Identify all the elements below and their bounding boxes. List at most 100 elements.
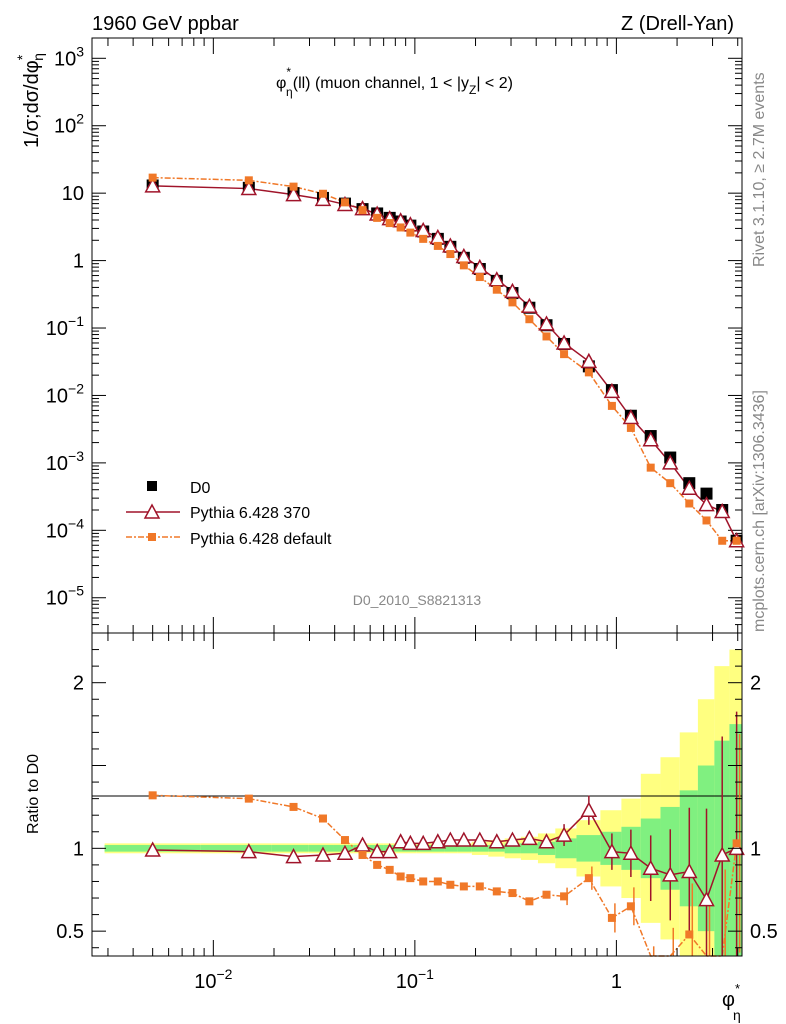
main-ytick-label-part-0: 10 [46, 588, 68, 610]
ratio-point-default [358, 850, 367, 859]
main-point-default [584, 368, 593, 377]
ratio-point-pythia370 [240, 843, 258, 859]
ratio-band-green [504, 843, 521, 854]
ratio-point-pythia370 [455, 831, 473, 847]
ratio-xtick-label-part-0: 1 [611, 971, 622, 993]
ratio-band-green [555, 838, 577, 859]
legend-d0: D0 [147, 480, 211, 497]
ratio-xtick-label-part-1: −2 [216, 966, 232, 982]
legend-default-label: Pythia 6.428 default [190, 531, 332, 548]
main-ylabel: 1/σ;dσ/dφ*η [14, 53, 46, 148]
main-point-default [385, 219, 394, 228]
main-ytick-label-part-1: −1 [68, 313, 84, 329]
main-point-default [492, 285, 501, 294]
legend-default: Pythia 6.428 default [126, 531, 332, 548]
ratio-ytick-label-right: 1 [750, 838, 761, 860]
ratio-point-default [584, 874, 593, 883]
main-point-default [542, 332, 551, 341]
main-ytick-label-part-1: −3 [68, 448, 84, 464]
main-series [144, 173, 745, 548]
main-point-pythia370 [681, 479, 698, 496]
ratio-point-pythia370 [713, 846, 731, 862]
ratio-point-default [419, 877, 428, 886]
main-point-pythia370 [521, 297, 538, 314]
main-ytick-label: 10 [62, 183, 84, 205]
main-point-default [666, 479, 675, 488]
main-ytick-label-part-0: 10 [46, 318, 68, 340]
main-ytick-label-part-0: 1 [73, 251, 84, 273]
main-ytick-label: 10−3 [46, 448, 84, 475]
ratio-point-pythia370 [442, 831, 459, 847]
ratio-point-default [685, 930, 694, 939]
legend-d0-label: D0 [190, 480, 211, 497]
main-ytick-label-part-0: 10 [54, 48, 76, 70]
ratio-point-pythia370 [414, 834, 432, 851]
ratio-ytick-label-left: 1 [73, 838, 84, 860]
legend-pythia370-label: Pythia 6.428 370 [190, 505, 310, 522]
ratio-point-default [525, 897, 534, 906]
ratio-point-default [732, 839, 741, 848]
main-point-pythia370 [661, 454, 679, 470]
main-point-default [419, 234, 428, 243]
main-point-pythia370 [580, 352, 598, 369]
main-x-ticks [107, 38, 739, 633]
ratio-bands [104, 649, 742, 956]
title-star: * [286, 65, 291, 79]
legend-default-marker [148, 533, 156, 541]
analysis-label: D0_2010_S8821313 [353, 592, 482, 608]
main-ytick-label-part-0: 10 [46, 520, 68, 542]
ylabel-star: * [14, 54, 30, 60]
main-line-default [152, 176, 737, 542]
ratio-ytick-label-right: 2 [750, 673, 761, 695]
ratio-y-ticks: 0.5 0.5 1 1 2 2 [56, 649, 778, 949]
ratio-point-default [475, 882, 484, 891]
main-point-default [373, 213, 382, 222]
ratio-xtick-label-part-0: 10 [396, 971, 418, 993]
ratio-point-default [385, 865, 394, 874]
ratio-xtick-label: 10−2 [194, 966, 232, 993]
ratio-xlabel: φ* η [722, 981, 741, 1023]
header-left: 1960 GeV ppbar [92, 13, 239, 35]
ratio-point-pythia370 [521, 829, 538, 846]
ratio-point-default [244, 794, 253, 803]
main-point-default [626, 423, 635, 432]
main-point-default [685, 499, 694, 508]
ratio-point-pythia370 [429, 833, 447, 849]
ratio-point-default [626, 902, 635, 911]
main-point-pythia370 [622, 408, 640, 425]
ratio-xtick-label: 10−1 [396, 966, 434, 993]
main-point-default [244, 176, 253, 185]
title-end: | < 2) [476, 75, 513, 92]
ratio-xtick-label-part-0: 10 [194, 971, 216, 993]
main-point-pythia370 [555, 334, 573, 350]
ratio-point-pythia370 [381, 843, 398, 859]
title-main: (ll) (muon channel, 1 < |y [293, 75, 469, 92]
ratio-point-pythia370 [285, 848, 302, 864]
ratio-point-pythia370 [538, 833, 555, 849]
main-ytick-label-part-1: −5 [68, 583, 84, 599]
main-ytick-label-part-0: 10 [54, 116, 76, 138]
main-point-pythia370 [314, 190, 332, 207]
main-point-pythia370 [285, 186, 302, 202]
ratio-point-pythia370 [698, 891, 715, 907]
ratio-frame [91, 632, 743, 957]
main-ytick-label: 1 [73, 251, 84, 273]
ratio-point-pythia370 [336, 844, 354, 861]
ratio-point-pythia370 [504, 831, 521, 847]
ratio-point-pythia370 [555, 826, 573, 842]
ratio-point-pythia370 [622, 844, 640, 861]
ratio-ylabel: Ratio to D0 [25, 754, 42, 834]
ratio-point-pythia370 [580, 801, 598, 817]
ratio-point-pythia370 [681, 862, 698, 879]
ratio-x-ticks: 10−2 10−1 1 [107, 633, 739, 993]
main-ytick-label: 10−4 [46, 515, 84, 542]
main-ytick-label-part-1: −2 [68, 380, 84, 396]
main-ytick-label-part-1: 3 [76, 43, 84, 59]
main-point-default [560, 350, 569, 359]
ratio-band-green [444, 845, 458, 852]
ratio-point-default [373, 860, 382, 869]
main-ytick-label-part-1: −4 [68, 515, 84, 531]
title-eta: η [286, 85, 293, 99]
